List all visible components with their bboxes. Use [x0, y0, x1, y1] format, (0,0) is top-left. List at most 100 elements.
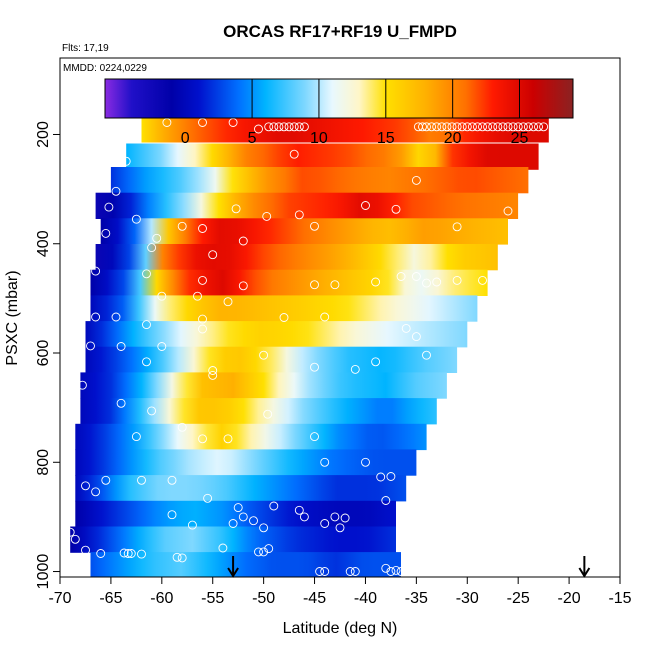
data-point	[381, 496, 391, 505]
data-point	[534, 122, 543, 132]
data-point	[137, 549, 146, 559]
data-point	[467, 122, 477, 132]
colorbar-tick-label: 10	[310, 130, 328, 147]
data-point	[70, 534, 80, 544]
data-point	[418, 122, 427, 132]
y-tick-label: 200	[35, 121, 52, 148]
data-point	[157, 342, 167, 351]
data-point	[91, 266, 101, 276]
y-tick-label: 600	[35, 340, 52, 367]
colorbar-tick-label: 15	[377, 130, 395, 147]
data-point	[208, 370, 218, 380]
x-tick-label: -25	[507, 590, 530, 607]
data-point	[198, 224, 207, 233]
data-point	[203, 493, 213, 503]
data-point	[478, 122, 487, 132]
x-tick-label: -55	[201, 590, 224, 607]
data-point	[279, 122, 289, 132]
data-point	[274, 122, 284, 132]
data-point	[381, 563, 391, 573]
data-point	[233, 503, 243, 513]
heatmap-band	[75, 449, 417, 476]
data-point	[350, 364, 360, 374]
data-point	[462, 122, 472, 132]
data-point	[81, 481, 90, 491]
data-point	[411, 332, 421, 342]
data-point	[401, 323, 411, 333]
data-point	[411, 175, 421, 185]
x-tick-label: -35	[405, 590, 428, 607]
data-point	[198, 314, 207, 324]
data-point	[75, 332, 85, 342]
data-point	[249, 516, 258, 526]
data-point	[350, 567, 360, 576]
data-point	[386, 567, 396, 576]
data-point	[457, 122, 467, 132]
data-point	[411, 502, 421, 512]
data-point	[101, 228, 111, 238]
data-point	[116, 342, 126, 351]
data-point	[254, 547, 263, 557]
y-axis-label: PSXC (mbar)	[4, 270, 21, 365]
data-point	[208, 250, 218, 260]
data-point	[142, 269, 151, 279]
heatmap-band	[80, 398, 437, 425]
arrow-markers	[227, 556, 591, 578]
colorbar-tick-label: 5	[248, 130, 257, 147]
x-tick-label: -45	[303, 590, 326, 607]
data-point	[299, 512, 309, 522]
data-point	[289, 149, 299, 159]
y-axis: 200 400 600 800 1000	[35, 121, 60, 589]
data-point	[91, 312, 101, 322]
data-point	[116, 398, 126, 408]
data-point	[371, 357, 381, 367]
data-point	[279, 313, 289, 322]
data-point	[193, 291, 202, 301]
x-tick-label: -65	[99, 590, 122, 607]
colorbar-tick-label: 20	[444, 130, 462, 147]
data-point	[123, 549, 133, 558]
data-point	[411, 272, 421, 281]
data-point	[218, 543, 228, 553]
data-point	[259, 547, 269, 557]
colorbar: 0 5 10 15 20 25	[104, 78, 574, 147]
data-point	[223, 297, 233, 307]
heatmap-band	[141, 116, 549, 143]
data-point	[157, 291, 167, 301]
data-point	[104, 202, 114, 212]
data-point	[422, 122, 431, 132]
data-point	[238, 236, 248, 246]
y-tick-label: 1000	[35, 554, 52, 590]
data-point	[447, 122, 457, 132]
colorbar-tick-label: 0	[181, 130, 190, 147]
data-point	[177, 221, 187, 231]
heatmap-band	[90, 552, 401, 577]
data-point	[452, 222, 462, 232]
x-axis-label: Latitude (deg N)	[283, 620, 398, 637]
data-point	[198, 275, 207, 285]
y-tick-label: 400	[35, 230, 52, 257]
data-point	[131, 214, 141, 224]
data-point	[69, 406, 79, 416]
data-point	[422, 350, 431, 360]
heatmap-band	[95, 244, 498, 271]
data-point	[498, 122, 508, 132]
data-point	[320, 519, 330, 528]
data-point	[147, 406, 157, 416]
colorbar-gradient	[104, 78, 574, 119]
data-point	[77, 380, 87, 390]
data-point	[262, 211, 272, 221]
data-point	[294, 505, 304, 515]
x-tick-label: -60	[150, 590, 173, 607]
heatmap-band	[90, 295, 478, 322]
x-tick-label: -15	[608, 590, 631, 607]
x-tick-label: -30	[456, 590, 479, 607]
heatmap-band	[126, 143, 539, 170]
heatmap-band	[75, 475, 407, 502]
data-point	[65, 485, 75, 495]
data-point	[289, 122, 299, 132]
data-point	[371, 277, 381, 287]
data-point	[147, 243, 157, 253]
x-tick-label: -20	[558, 590, 581, 607]
